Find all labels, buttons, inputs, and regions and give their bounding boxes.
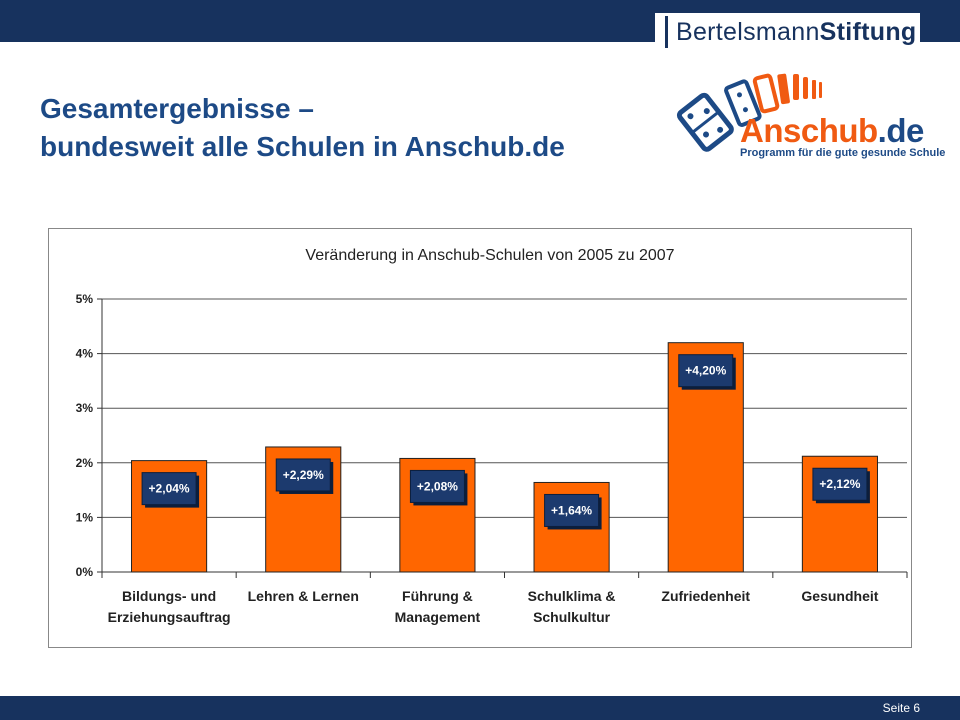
data-label-box [141, 472, 197, 506]
logo-title-suffix: .de [877, 112, 925, 149]
x-tick-label: Lehren & Lernen [248, 588, 359, 604]
data-label-box [812, 467, 868, 501]
footer-bar: Seite 6 [0, 696, 960, 720]
slide-title: Gesamtergebnisse – bundesweit alle Schul… [40, 90, 565, 166]
x-tick-label: Schulkultur [533, 609, 611, 625]
y-tick-label: 0% [76, 565, 94, 579]
y-tick-label: 5% [76, 292, 94, 306]
data-label-box [409, 469, 465, 503]
chart-title: Veränderung in Anschub-Schulen von 2005 … [305, 247, 674, 264]
x-tick-label: Zufriedenheit [661, 588, 750, 604]
slide-title-line-1: Gesamtergebnisse – [40, 93, 314, 124]
data-label-box [275, 458, 331, 492]
logo-title-main: Anschub [740, 112, 878, 149]
data-label: +2,29% [283, 468, 324, 482]
logo-title: Anschub.de [740, 112, 924, 150]
data-label: +2,04% [149, 482, 190, 496]
brand-name: BertelsmannStiftung [676, 18, 916, 47]
logo-tagline: Programm für die gute gesunde Schule [740, 147, 946, 159]
y-tick-label: 1% [76, 510, 94, 524]
x-tick-label: Bildungs- und [122, 588, 216, 604]
data-label-box [678, 354, 734, 388]
data-label: +4,20% [685, 364, 726, 378]
y-tick-label: 3% [76, 401, 94, 415]
brand-name-bold: Stiftung [819, 18, 917, 46]
data-label: +1,64% [551, 503, 592, 517]
x-tick-label: Management [395, 609, 481, 625]
y-tick-label: 2% [76, 456, 94, 470]
slide-title-line-2: bundesweit alle Schulen in Anschub.de [40, 131, 565, 162]
data-label-box [544, 493, 600, 527]
chart-frame: Veränderung in Anschub-Schulen von 2005 … [48, 228, 912, 648]
domino-icon [676, 73, 822, 152]
bar-chart: Veränderung in Anschub-Schulen von 2005 … [76, 247, 908, 625]
page-number: Seite 6 [882, 701, 920, 715]
data-label: +2,12% [819, 477, 860, 491]
x-tick-label: Führung & [402, 588, 473, 604]
data-label: +2,08% [417, 479, 458, 493]
x-tick-label: Gesundheit [801, 588, 878, 604]
anschub-logo: Anschub.de Programm für die gute gesunde… [676, 68, 945, 168]
brand-divider [665, 16, 668, 48]
brand-logo: BertelsmannStiftung [655, 13, 920, 53]
y-tick-label: 4% [76, 347, 94, 361]
brand-name-regular: Bertelsmann [676, 18, 820, 46]
x-tick-label: Schulklima & [528, 588, 616, 604]
x-tick-label: Erziehungsauftrag [108, 609, 231, 625]
